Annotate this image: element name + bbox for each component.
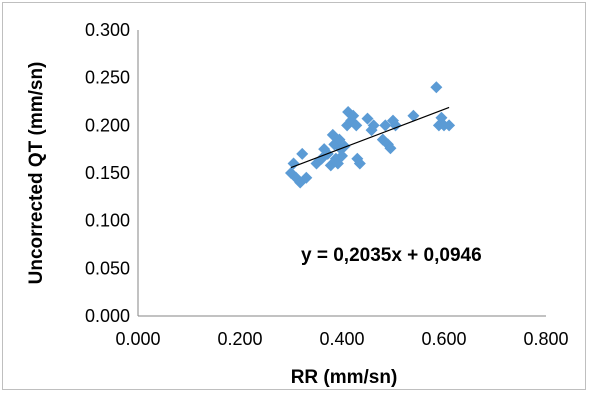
y-tick-label: 0.200: [85, 115, 130, 135]
x-tick-label: 0.200: [217, 329, 262, 349]
y-axis-title: Uncorrected QT (mm/sn): [26, 62, 47, 285]
data-point: [384, 142, 397, 155]
chart-frame: 0.000 0.050 0.100 0.150 0.200 0.250 0.300 0.00…: [2, 2, 586, 390]
data-point: [407, 109, 420, 122]
data-point: [296, 147, 309, 160]
x-axis-title: RR (mm/sn): [291, 367, 398, 388]
data-point: [379, 119, 392, 132]
data-point: [287, 157, 300, 170]
data-point: [430, 81, 443, 94]
x-tick-label: 0.400: [319, 329, 364, 349]
scatter-chart: 0.000 0.050 0.100 0.150 0.200 0.250 0.300 0.00…: [26, 20, 569, 388]
data-point: [367, 119, 380, 132]
data-point: [350, 119, 363, 132]
data-point: [336, 149, 348, 162]
y-tick-label: 0.100: [85, 211, 130, 231]
trendline: [290, 106, 450, 169]
x-tick-label: 0.600: [421, 329, 466, 349]
data-point: [338, 140, 351, 153]
x-tick-label: 0.000: [115, 329, 160, 349]
y-tick-label: 0.050: [85, 258, 130, 278]
x-tick-label: 0.800: [523, 329, 568, 349]
data-point: [300, 171, 313, 184]
data-point: [443, 119, 456, 132]
y-tick-label: 0.250: [85, 68, 130, 88]
y-tick-label: 0.150: [85, 163, 130, 183]
trendline-equation: y = 0,2035x + 0,0946: [301, 245, 482, 266]
data-point: [353, 157, 366, 170]
y-tick-label: 0.000: [85, 306, 130, 326]
data-point: [347, 109, 360, 122]
y-tick-label: 0.300: [85, 20, 130, 40]
data-point: [361, 112, 374, 125]
data-point: [389, 119, 402, 132]
